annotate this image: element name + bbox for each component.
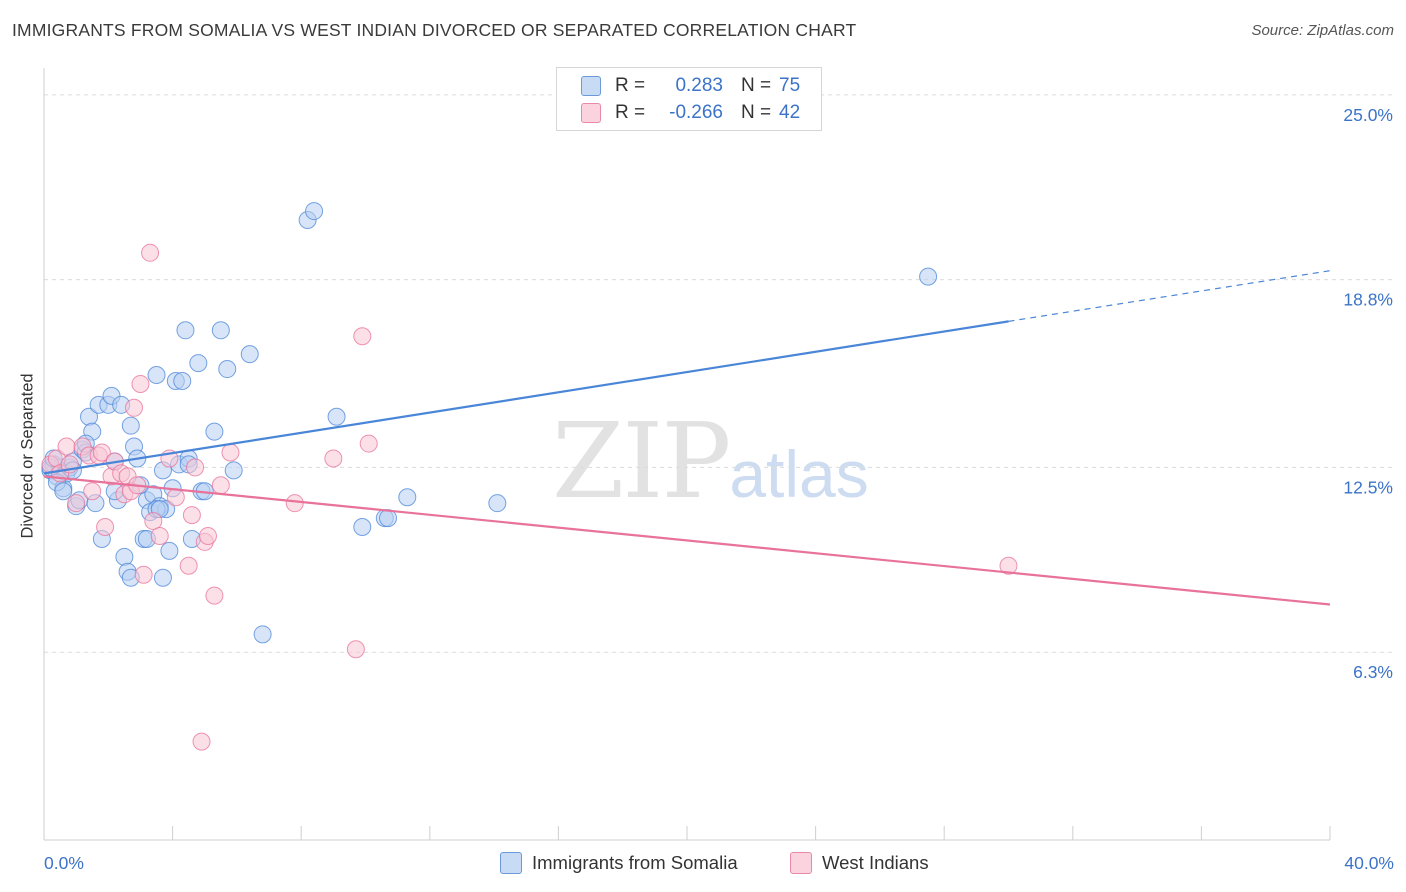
correlation-legend: R = 0.283 N = 75 R = -0.266 N = 42 (556, 67, 822, 131)
bottom-legend-west-indians: West Indians (790, 852, 929, 874)
somalia-point (173, 371, 192, 390)
west-indian-point (131, 374, 150, 393)
somalia-point (176, 321, 195, 340)
y-tick-label: 6.3% (1353, 662, 1393, 682)
legend-n-value: 42 (779, 102, 801, 123)
legend-swatch-west-indians (581, 103, 601, 123)
somalia-point (919, 267, 938, 286)
legend-n-value: 75 (779, 75, 801, 96)
y-tick-label: 12.5% (1343, 477, 1393, 497)
west-indian-point (144, 512, 163, 531)
legend-r-label: R = (615, 75, 646, 96)
somalia-point (54, 482, 73, 501)
west-indian-point (192, 732, 211, 751)
watermark-atlas: atlas (729, 437, 869, 511)
bottom-legend-somalia: Immigrants from Somalia (500, 852, 738, 874)
west-indian-point (182, 506, 201, 525)
somalia-point (189, 354, 208, 373)
legend-swatch-somalia (581, 76, 601, 96)
somalia-point (240, 345, 259, 364)
watermark: ZIPatlas (552, 400, 869, 522)
somalia-point (218, 360, 237, 379)
somalia-trend-line (43, 320, 1009, 475)
west-indian-point (198, 526, 217, 545)
bottom-legend-label-somalia: Immigrants from Somalia (532, 852, 738, 873)
west-indian-point (205, 586, 224, 605)
somalia-point (115, 547, 134, 566)
west-indian-point (353, 327, 372, 346)
west-indian-point (221, 443, 240, 462)
somalia-trend-extension (1008, 270, 1331, 322)
y-tick-label: 18.8% (1343, 290, 1393, 310)
west-indian-point (141, 243, 160, 262)
west-indian-point (359, 434, 378, 453)
west-indian-point (999, 556, 1018, 575)
somalia-point (488, 494, 507, 513)
legend-r-value: -0.266 (669, 102, 723, 123)
west-indian-point (83, 482, 102, 501)
somalia-point (224, 461, 243, 480)
chart-title: IMMIGRANTS FROM SOMALIA VS WEST INDIAN D… (12, 20, 857, 40)
x-tick-label: 0.0% (44, 853, 84, 873)
somalia-point (398, 488, 417, 507)
somalia-point (153, 568, 172, 587)
legend-row-somalia: R = 0.283 N = 75 (581, 74, 800, 98)
west-indian-point (125, 398, 144, 417)
somalia-point (121, 416, 140, 435)
west-indian-point (186, 458, 205, 477)
somalia-point (353, 518, 372, 537)
west-indian-point (346, 640, 365, 659)
bottom-legend-swatch-somalia (500, 852, 522, 874)
west-indian-point (285, 494, 304, 513)
watermark-zip: ZIP (552, 400, 731, 522)
somalia-point (327, 407, 346, 426)
legend-n-label: N = (741, 102, 772, 123)
west-indian-point (166, 488, 185, 507)
west-indian-point (324, 449, 343, 468)
somalia-point (147, 366, 166, 385)
somalia-point (305, 202, 324, 221)
y-tick-label: 25.0% (1343, 105, 1393, 125)
west-indian-point (134, 565, 153, 584)
x-tick-label: 40.0% (1344, 853, 1394, 873)
y-axis-label: Divorced or Separated (18, 373, 37, 539)
west-indian-point (179, 556, 198, 575)
west-indian-point (96, 518, 115, 537)
bottom-legend-label-west-indians: West Indians (822, 852, 929, 873)
bottom-legend-swatch-west-indians (790, 852, 812, 874)
west-indian-point (67, 494, 86, 513)
west-indian-point (150, 526, 169, 545)
somalia-point (211, 321, 230, 340)
legend-r-label: R = (615, 102, 646, 123)
west-indian-point (57, 437, 76, 456)
west-indian-point (92, 443, 111, 462)
legend-r-value: 0.283 (675, 75, 723, 96)
somalia-point (205, 422, 224, 441)
west-indian-point (211, 476, 230, 495)
source-label: Source: ZipAtlas.com (1251, 22, 1394, 39)
somalia-point (160, 541, 179, 560)
west-indian-trend-line (43, 475, 1331, 606)
legend-row-west-indians: R = -0.266 N = 42 (581, 101, 800, 125)
somalia-point (253, 625, 272, 644)
legend-n-label: N = (741, 75, 772, 96)
